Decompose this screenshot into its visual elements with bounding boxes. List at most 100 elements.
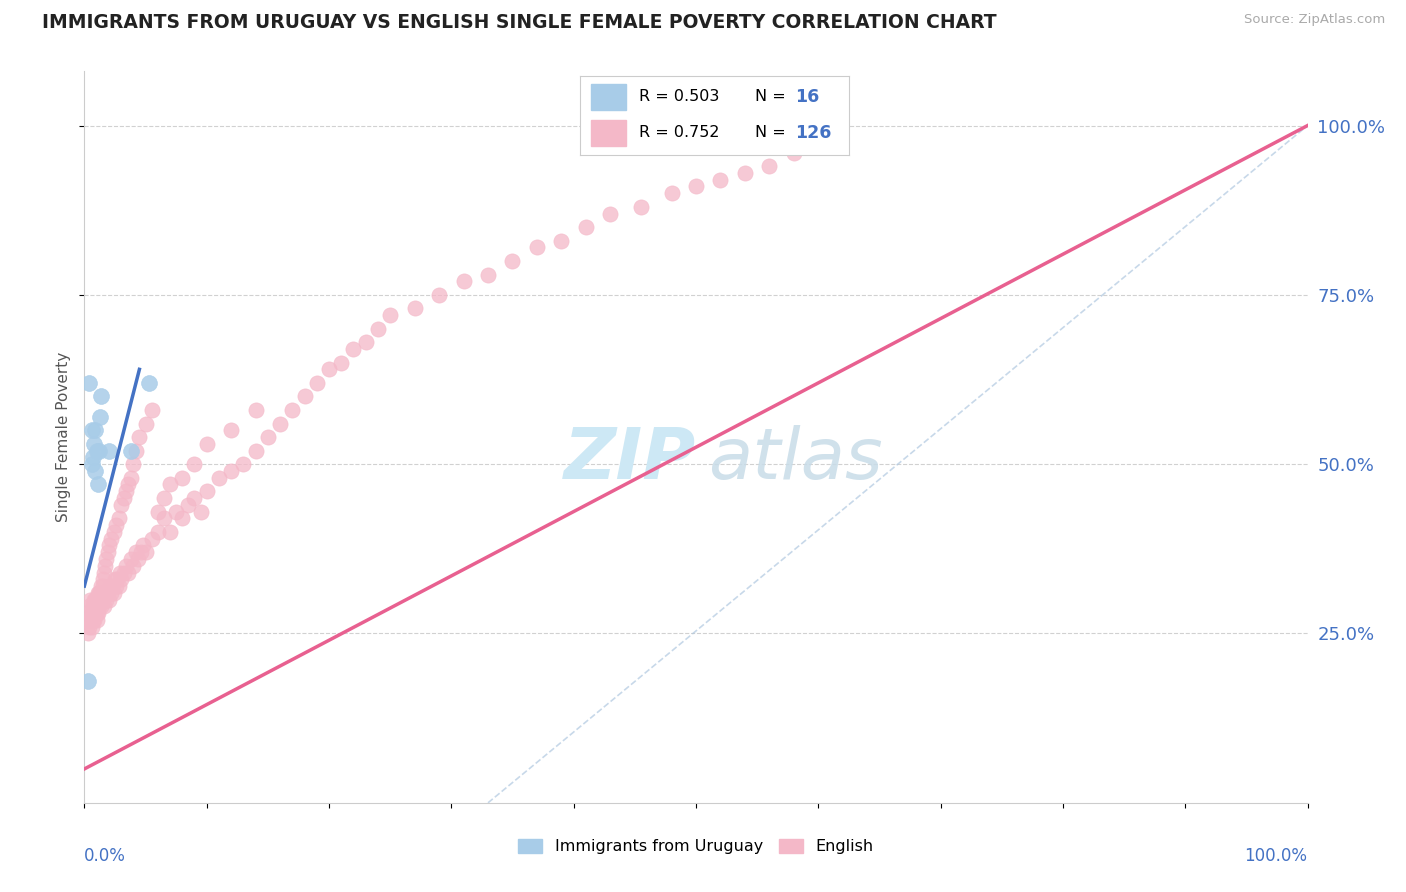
Point	[112, 566, 135, 580]
Point	[91, 592, 114, 607]
Point	[77, 620, 100, 634]
Text: Source: ZipAtlas.com: Source: ZipAtlas.com	[1244, 13, 1385, 27]
Point	[195, 484, 218, 499]
Point	[526, 240, 548, 254]
Point	[427, 288, 450, 302]
Point	[100, 586, 122, 600]
Point	[112, 491, 135, 505]
Point	[477, 268, 499, 282]
Point	[103, 524, 125, 539]
Point	[354, 335, 377, 350]
Point	[709, 172, 731, 186]
Point	[219, 464, 242, 478]
Point	[86, 443, 108, 458]
Point	[128, 430, 150, 444]
Point	[93, 566, 115, 580]
Point	[685, 179, 707, 194]
Point	[84, 423, 107, 437]
Point	[122, 457, 145, 471]
Point	[183, 457, 205, 471]
Point	[132, 538, 155, 552]
Point	[90, 599, 112, 614]
Point	[105, 572, 128, 586]
Point	[89, 586, 111, 600]
Point	[83, 592, 105, 607]
Point	[94, 586, 117, 600]
Point	[153, 491, 176, 505]
Point	[125, 443, 148, 458]
Point	[380, 308, 402, 322]
Point	[146, 505, 169, 519]
Point	[190, 505, 212, 519]
Point	[502, 254, 524, 268]
Point	[146, 524, 169, 539]
Point	[96, 592, 118, 607]
Point	[127, 552, 149, 566]
Point	[86, 592, 108, 607]
Point	[183, 491, 205, 505]
Point	[77, 376, 100, 390]
Point	[330, 355, 353, 369]
Point	[661, 186, 683, 201]
Point	[79, 613, 101, 627]
Point	[453, 274, 475, 288]
Y-axis label: Single Female Poverty: Single Female Poverty	[56, 352, 72, 522]
Point	[97, 443, 120, 458]
Point	[257, 430, 280, 444]
Point	[219, 423, 242, 437]
Point	[208, 471, 231, 485]
Point	[97, 545, 120, 559]
Point	[98, 579, 121, 593]
Point	[153, 511, 176, 525]
Point	[87, 477, 110, 491]
Point	[101, 579, 124, 593]
Point	[91, 572, 114, 586]
Point	[599, 206, 621, 220]
Point	[105, 518, 128, 533]
Point	[82, 599, 104, 614]
Point	[734, 166, 756, 180]
Point	[318, 362, 340, 376]
Point	[80, 606, 103, 620]
Point	[117, 477, 139, 491]
Point	[120, 471, 142, 485]
Point	[80, 423, 103, 437]
Point	[404, 301, 426, 316]
Point	[115, 484, 138, 499]
Point	[195, 437, 218, 451]
Point	[115, 558, 138, 573]
Point	[97, 592, 120, 607]
Point	[141, 532, 163, 546]
Point	[138, 376, 160, 390]
Point	[87, 586, 110, 600]
Point	[110, 498, 132, 512]
Point	[83, 613, 105, 627]
Point	[305, 376, 328, 390]
Point	[135, 545, 157, 559]
Point	[125, 545, 148, 559]
Point	[294, 389, 316, 403]
Point	[84, 464, 107, 478]
Point	[367, 322, 389, 336]
Point	[79, 592, 101, 607]
Point	[90, 579, 112, 593]
Point	[141, 403, 163, 417]
Point	[107, 579, 129, 593]
Point	[89, 592, 111, 607]
Point	[87, 599, 110, 614]
Point	[172, 511, 194, 525]
Point	[77, 626, 100, 640]
Point	[245, 443, 267, 458]
Point	[86, 606, 108, 620]
Point	[94, 558, 117, 573]
Point	[342, 342, 364, 356]
Point	[120, 443, 142, 458]
Point	[107, 511, 129, 525]
Point	[108, 566, 131, 580]
Point	[87, 443, 110, 458]
Point	[87, 592, 110, 607]
Point	[129, 545, 152, 559]
Point	[91, 579, 114, 593]
Legend: Immigrants from Uruguay, English: Immigrants from Uruguay, English	[512, 832, 880, 861]
Text: 0.0%: 0.0%	[84, 847, 127, 864]
